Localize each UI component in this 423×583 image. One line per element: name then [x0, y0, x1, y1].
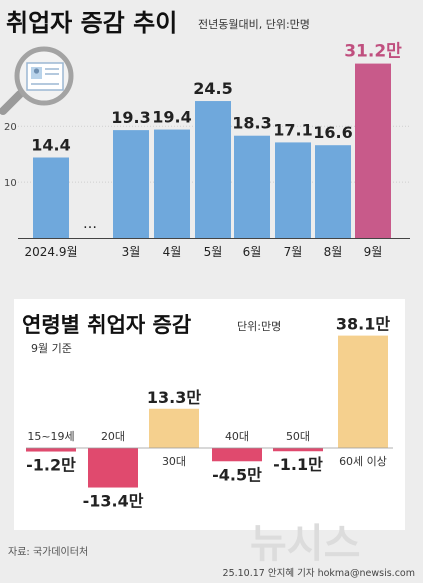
bar-value-label: -1.2만 [26, 456, 76, 475]
bar-month [154, 129, 190, 238]
chart2-unit: 단위:만명 [237, 320, 281, 333]
category-label: 30대 [162, 455, 186, 468]
category-label: 40대 [225, 430, 249, 443]
axis-break-dots: … [83, 216, 97, 232]
bar-value-label: 14.4 [31, 136, 70, 155]
x-tick-label: 5월 [204, 245, 223, 259]
x-tick-label: 2024.9월 [24, 245, 77, 259]
bar-age [88, 448, 138, 488]
magnifier-profile-icon [0, 46, 74, 115]
chart2-title: 연령별 취업자 증감 [22, 313, 191, 337]
bar-value-label: 13.3만 [147, 388, 201, 407]
bar-value-label: 17.1 [273, 120, 312, 139]
bar-value-label: 24.5 [193, 79, 232, 98]
x-tick-label: 4월 [163, 245, 182, 259]
chart1-plot: 10 20 14.4 19.3 19.424.518.3 17.1 16.6 31.2만 202… [4, 42, 410, 259]
category-label: 15~19세 [27, 430, 74, 443]
bar-value-label: 16.6 [313, 123, 352, 142]
chart1-subtitle: 전년동월대비, 단위:만명 [198, 18, 310, 31]
bar-value-label: -1.1만 [273, 455, 323, 474]
x-tick-label: 6월 [243, 245, 262, 259]
bar-value-label: -13.4만 [83, 492, 144, 511]
bar-month [195, 101, 231, 238]
bar-age [338, 335, 388, 448]
chart2-note: 9월 기준 [31, 342, 72, 355]
category-label: 50대 [286, 430, 310, 443]
bar-value-label: 19.4 [152, 108, 191, 127]
category-label: 20대 [101, 430, 125, 443]
chart1-title: 취업자 증감 추이 [6, 9, 177, 37]
x-tick-label: 9월 [364, 245, 383, 259]
y-tick-label: 10 [4, 178, 17, 189]
bar-age [273, 448, 323, 452]
x-tick-label: 8월 [324, 245, 343, 259]
credit-text: 25.10.17 안지혜 기자 hokma@newsis.com [223, 567, 415, 579]
bar-value-label: 19.3 [111, 108, 150, 127]
category-label: 60세 이상 [339, 455, 387, 468]
bar-value-label: 38.1만 [336, 315, 390, 334]
source-text: 자료: 국가데이터처 [8, 546, 88, 558]
bar-age [26, 448, 76, 452]
bar-month [275, 142, 311, 238]
y-tick-label: 20 [4, 122, 17, 133]
x-tick-label: 3월 [122, 245, 141, 259]
bar-month [33, 157, 69, 238]
bar-month [355, 63, 391, 239]
bar-month [315, 145, 351, 238]
bar-value-label: 18.3 [232, 114, 271, 133]
bar-value-label: -4.5만 [212, 465, 262, 484]
watermark: 뉴시스 [250, 521, 360, 567]
chart2-plot: -1.2만 15~19세 -13.4만 20대 13.3만 30대 -4.5만 40대 -1.1… [26, 315, 393, 511]
bar-age [212, 448, 262, 462]
bar-value-label: 31.2만 [344, 42, 402, 62]
bar-age [149, 408, 199, 448]
x-tick-label: 7월 [284, 245, 303, 259]
bar-month [234, 135, 270, 238]
bar-month [113, 130, 149, 238]
